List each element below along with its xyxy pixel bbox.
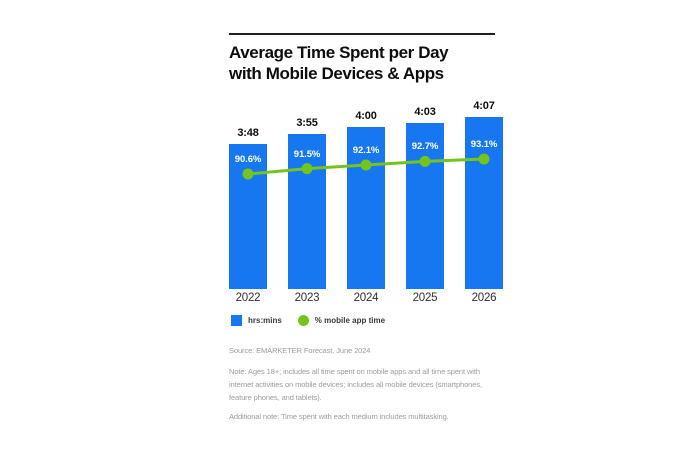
trend-line — [242, 153, 490, 180]
line-dot — [360, 159, 372, 171]
chart-title: Average Time Spent per Day with Mobile D… — [229, 43, 449, 83]
line-dot — [478, 153, 490, 165]
line-dot — [419, 155, 431, 167]
percent-label: 93.1% — [470, 139, 498, 150]
year-label-2026: 2026 — [471, 292, 497, 304]
additional-note-text: Additional note: Time spent with each me… — [229, 412, 449, 421]
legend-line-swatch — [297, 315, 309, 326]
bar-value-label: 4:03 — [414, 105, 436, 118]
percent-label: 92.7% — [411, 141, 439, 153]
bar-2022 — [229, 144, 267, 289]
bar-value-label: 4:07 — [473, 100, 495, 112]
bar-value-label: 4:00 — [355, 109, 377, 122]
legend-bar-label: hrs:mins — [248, 316, 282, 325]
legend-line-label: % mobile app time — [314, 316, 386, 325]
percent-label: 90.6% — [234, 154, 262, 165]
year-label-2023: 2023 — [294, 292, 320, 304]
year-label-2022: 2022 — [235, 292, 261, 304]
bar-2024 — [347, 126, 385, 289]
year-label-2024: 2024 — [353, 292, 379, 304]
source-text: Source: EMARKETER Forecast, June 2024 — [229, 346, 371, 355]
line-dot — [242, 168, 254, 180]
bar-value-label: 3:55 — [296, 117, 318, 130]
percent-label: 91.5% — [293, 148, 321, 160]
x-axis-labels: 2022 2023 2024 2025 2026 — [229, 292, 503, 306]
bar-2023 — [288, 134, 326, 289]
bar-2025 — [406, 122, 444, 289]
bar-line-chart: 3:48 3:55 4:00 4:03 4:07 90.6% 91.5% 92.1% 92.7%… — [229, 95, 503, 289]
bar-value-label: 3:48 — [237, 127, 259, 139]
legend: hrs:mins % mobile app time — [231, 315, 385, 326]
title-rule — [229, 33, 495, 35]
line-dot — [301, 163, 313, 175]
percent-label: 92.1% — [352, 145, 380, 156]
bar-2026 — [465, 117, 503, 289]
legend-bar-swatch — [231, 315, 242, 326]
note-text: Note: Ages 18+; includes all time spent … — [229, 367, 482, 402]
year-label-2025: 2025 — [412, 292, 438, 304]
